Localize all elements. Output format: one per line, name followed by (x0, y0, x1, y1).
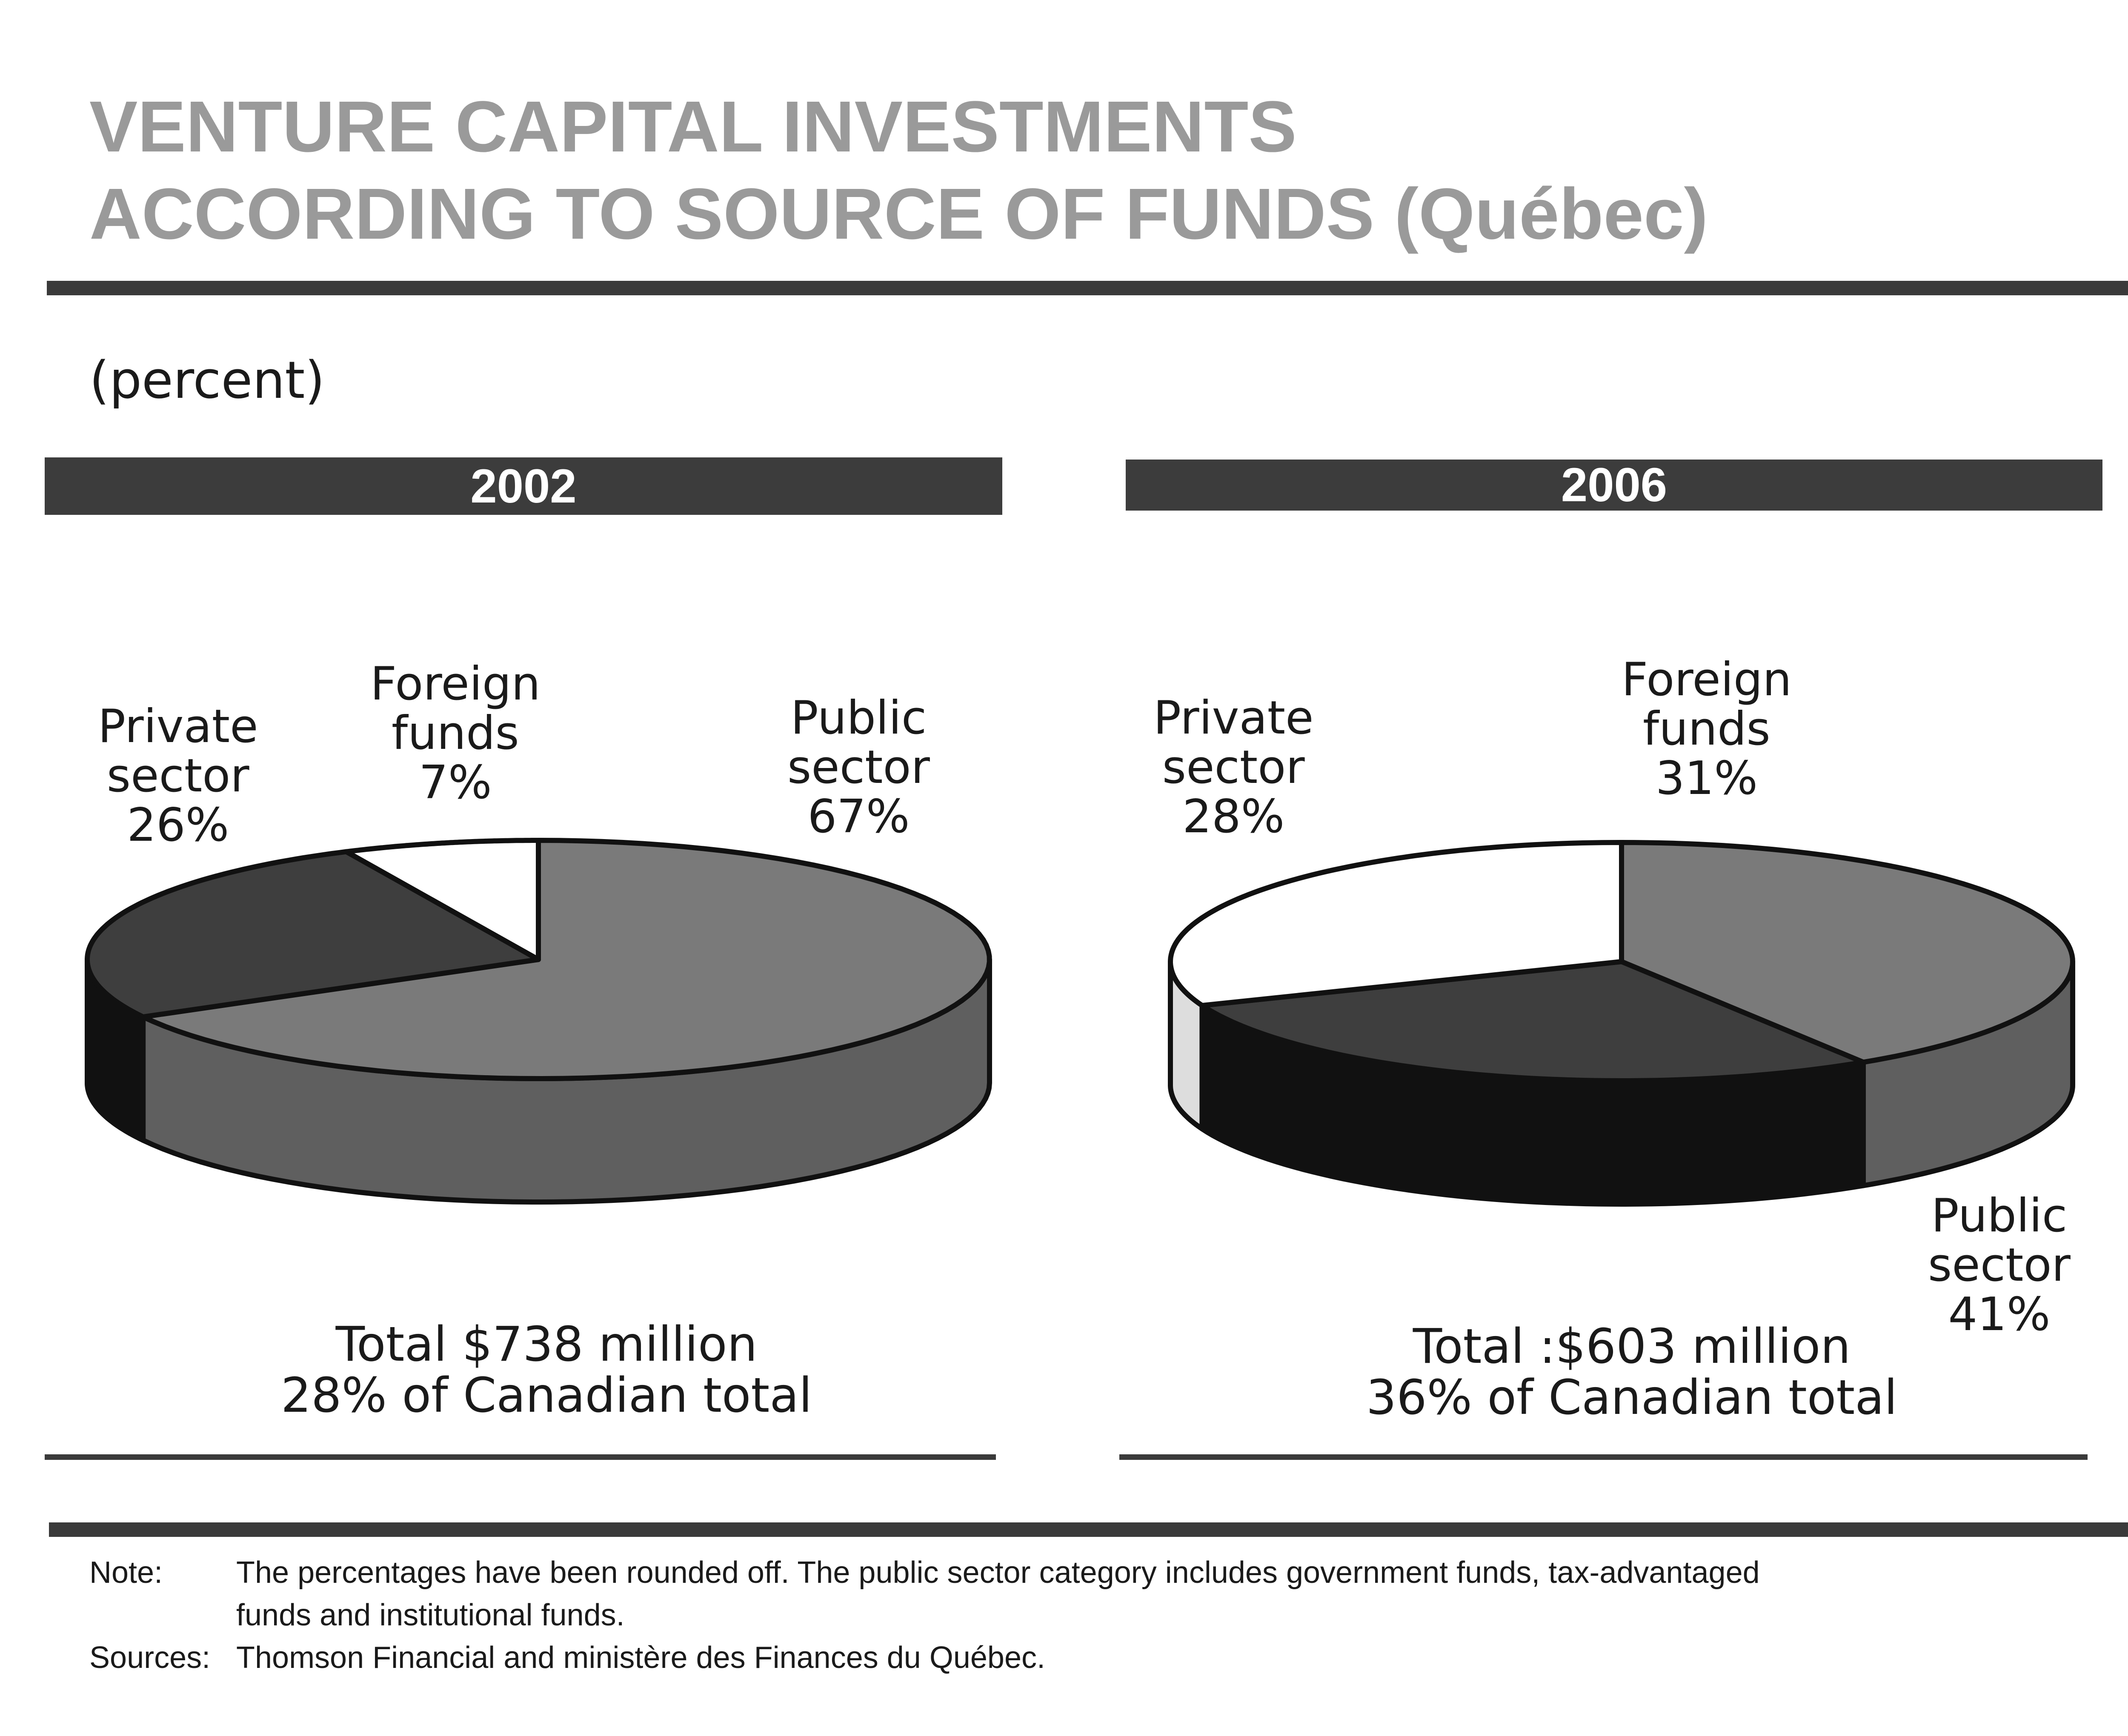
year-label-2002: 2002 (470, 460, 577, 513)
label-2006-private-line2: sector (1162, 741, 1305, 794)
label-2002-private-value: 26% (127, 799, 229, 852)
note-text-line1: The percentages have been rounded off. T… (236, 1556, 1760, 1590)
year-header-2006: 2006 (1126, 460, 2102, 511)
label-2006-foreign-line1: Foreign (1622, 653, 1792, 706)
chart-title: VENTURE CAPITAL INVESTMENTS (89, 86, 1297, 167)
top-divider (47, 281, 2128, 295)
label-2002-private-line1: Private (98, 700, 258, 753)
total-2006: Total :$603 million 36% of Canadian tota… (1366, 1321, 1897, 1423)
label-2006-foreign: Foreign funds 31% (1622, 655, 1792, 803)
note-text-line2: funds and institutional funds. (236, 1598, 625, 1632)
label-2002-foreign: Foreign funds 7% (370, 660, 541, 808)
label-2006-public-value: 41% (1948, 1288, 2051, 1341)
sources-label: Sources: (89, 1641, 211, 1675)
pie-slice-2006-private-sector (1199, 959, 1866, 1083)
unit-label: (percent) (89, 351, 325, 410)
label-2006-private: Private sector 28% (1153, 694, 1314, 842)
divider-2002 (45, 1454, 996, 1460)
label-2002-private-line2: sector (106, 749, 249, 802)
label-2006-foreign-line2: funds (1643, 702, 1770, 756)
pie-slice-2002-public-sector (140, 838, 992, 1081)
pie-slice-2002-private-sector (85, 849, 541, 1019)
label-2002-public-value: 67% (807, 790, 910, 843)
pie-slice-2006-foreign-funds (1168, 840, 1624, 1008)
total-2006-amount: Total :$603 million (1413, 1319, 1851, 1374)
label-2006-foreign-value: 31% (1655, 752, 1758, 805)
label-2002-private: Private sector 26% (98, 702, 258, 850)
label-2002-public: Public sector 67% (787, 694, 930, 842)
year-label-2006: 2006 (1561, 458, 1668, 511)
pie-slice-2002-foreign-funds (343, 838, 541, 962)
chart-subtitle: ACCORDING TO SOURCE OF FUNDS (Québec) (89, 174, 1708, 254)
label-2002-foreign-line1: Foreign (370, 657, 541, 711)
divider-2006 (1119, 1454, 2088, 1460)
total-2006-share: 36% of Canadian total (1366, 1370, 1898, 1425)
total-2002: Total $738 million 28% of Canadian total (281, 1319, 812, 1421)
label-2002-public-line1: Public (790, 691, 927, 745)
note-label: Note: (89, 1556, 163, 1590)
bottom-divider (49, 1522, 2128, 1537)
label-2006-public: Public sector 41% (1928, 1191, 2071, 1339)
total-2002-amount: Total $738 million (335, 1317, 758, 1372)
year-header-2002: 2002 (45, 457, 1002, 515)
label-2006-public-line2: sector (1928, 1239, 2071, 1292)
label-2002-foreign-value: 7% (419, 756, 492, 809)
label-2002-public-line2: sector (787, 741, 930, 794)
label-2002-foreign-line2: funds (392, 707, 519, 760)
label-2006-private-line1: Private (1153, 691, 1314, 745)
label-2006-public-line1: Public (1931, 1189, 2068, 1242)
total-2002-share: 28% of Canadian total (281, 1368, 812, 1423)
label-2006-private-value: 28% (1182, 790, 1285, 843)
sources-text: Thomson Financial and ministère des Fina… (236, 1641, 1046, 1675)
